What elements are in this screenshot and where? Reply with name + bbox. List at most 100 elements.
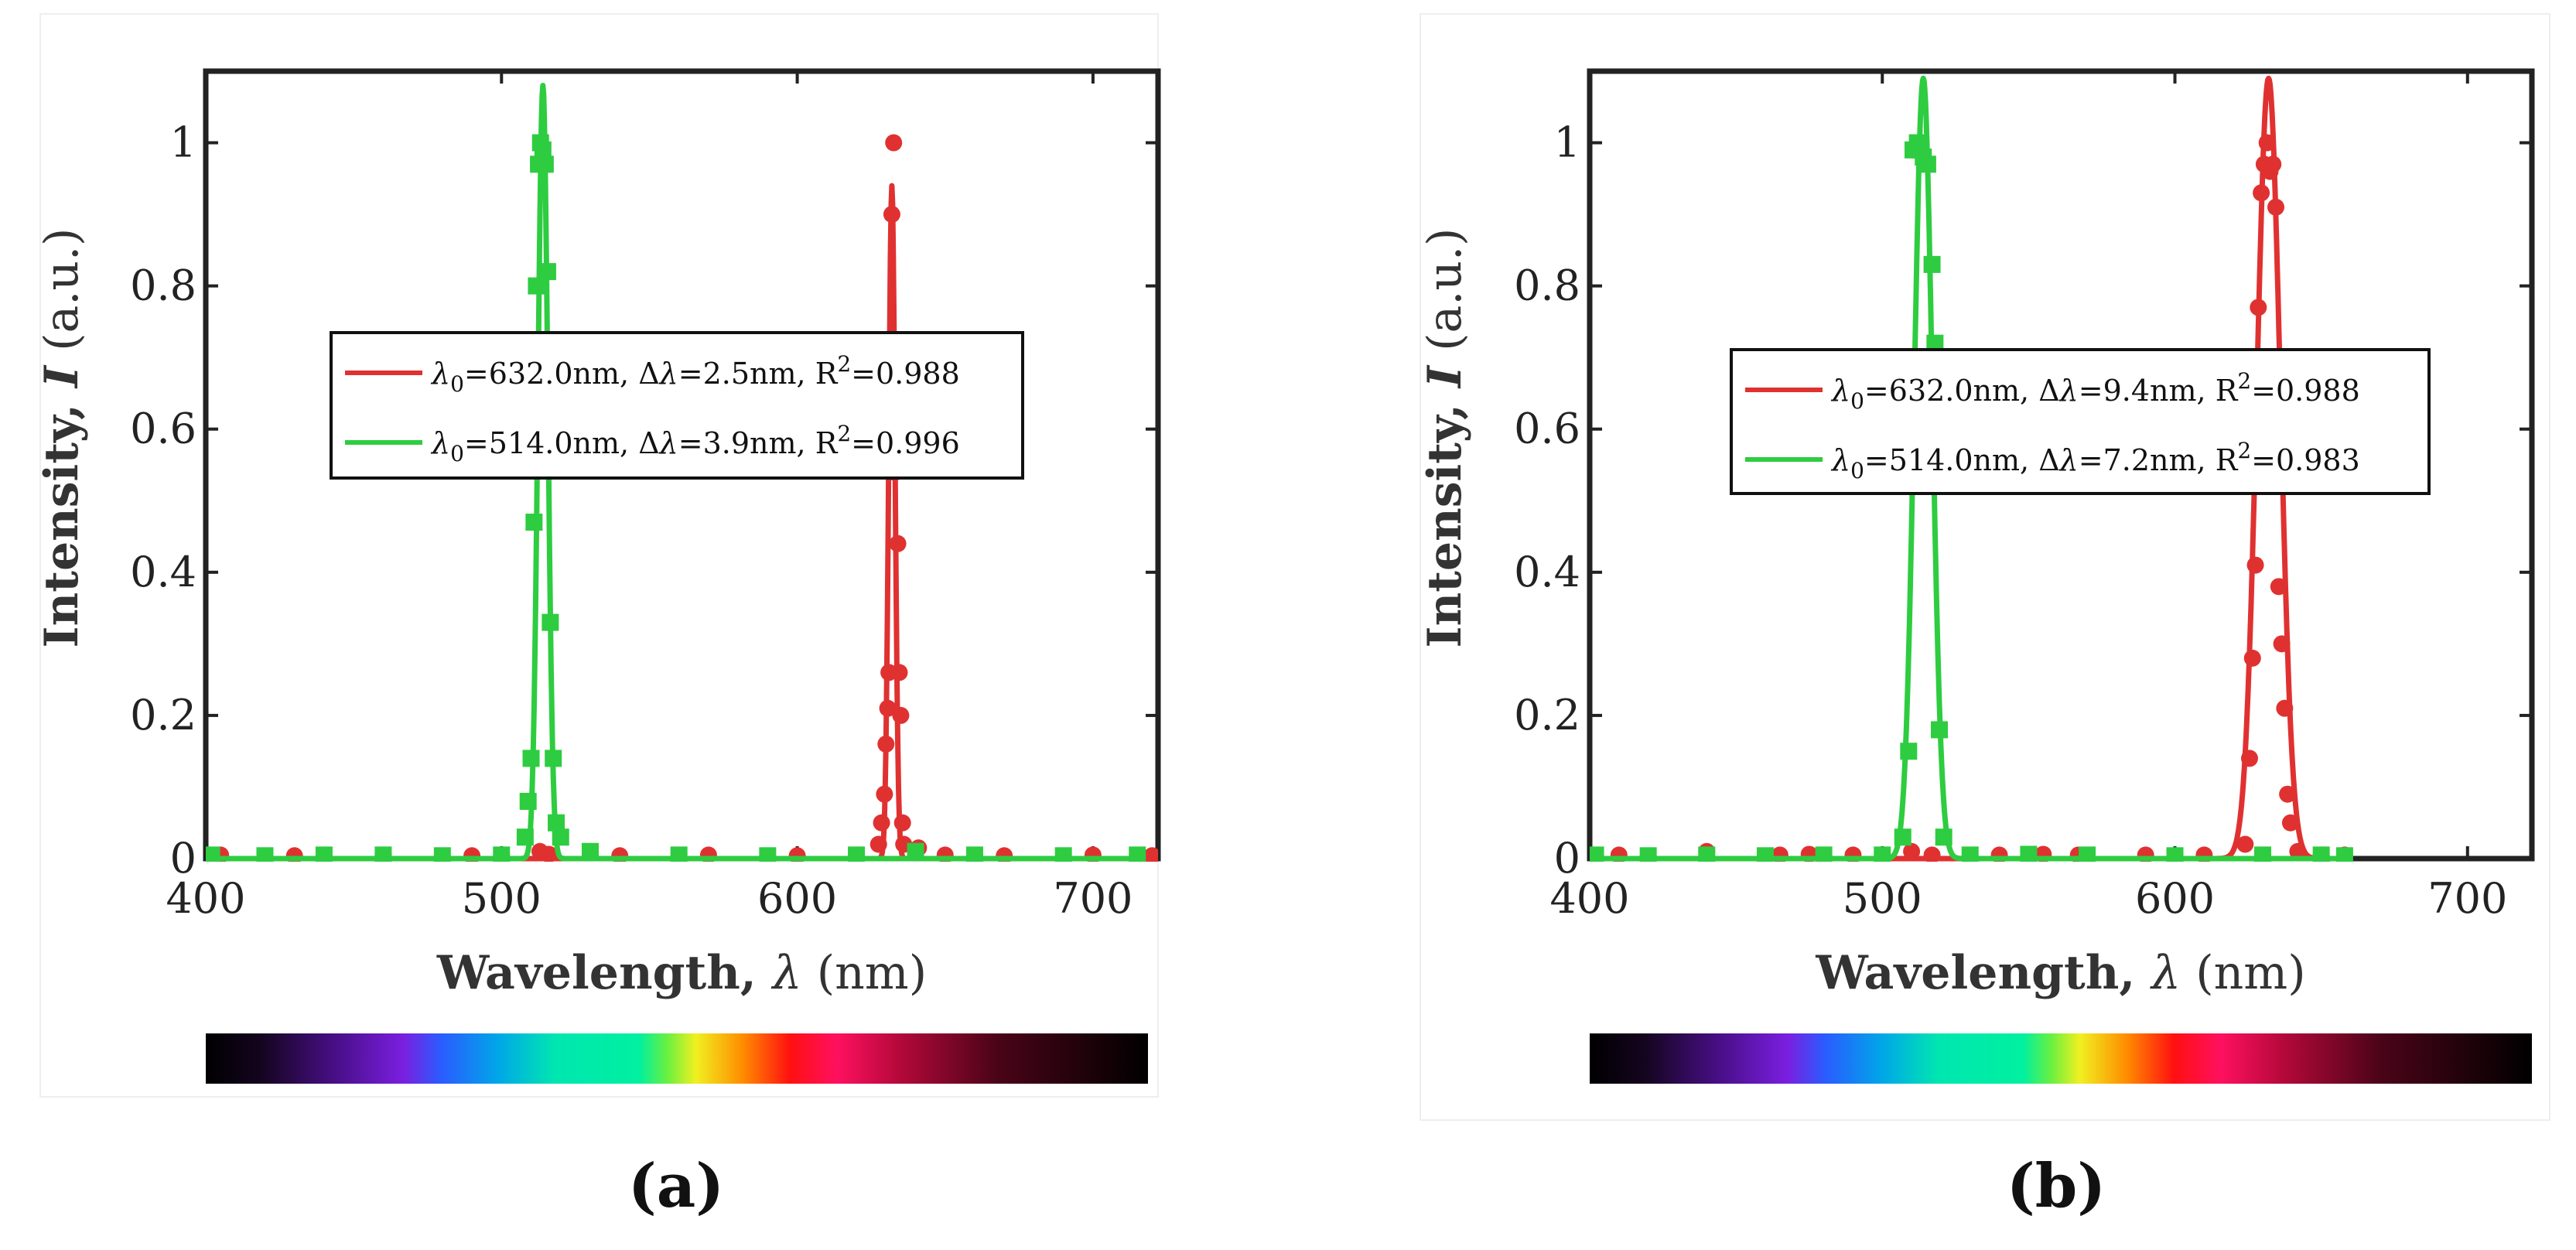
data-point-p0-1-23 [848, 846, 866, 862]
data-point-p1-1-17 [1961, 846, 1979, 862]
data-point-p0-0-22 [892, 706, 910, 724]
data-point-p1-0-19 [2258, 134, 2276, 152]
data-point-p1-0-5 [1903, 842, 1921, 860]
y-axis-title-p0: Intensity, I (a.u.) [35, 228, 89, 648]
data-point-p0-0-6 [611, 847, 629, 862]
legend-entry-p1-1: λ0=514.0nm, Δλ=7.2nm, R2=0.983 [1830, 438, 2360, 483]
data-point-p0-1-7 [519, 792, 537, 810]
data-point-p0-0-17 [883, 206, 900, 224]
data-point-p0-1-19 [552, 828, 569, 846]
series-p0-1 [206, 83, 1146, 862]
y-tick-label-p0-0: 0 [170, 834, 196, 883]
data-point-p1-0-12 [2236, 835, 2254, 853]
x-tick-label-p1-2: 600 [2135, 874, 2215, 923]
y-tick-label-p0-1: 0.2 [130, 691, 196, 739]
x-axis-title-p1: Wavelength, λ (nm) [1815, 946, 2305, 1000]
x-tick-label-p0-3: 700 [1053, 874, 1133, 923]
data-point-p1-1-15 [1931, 721, 1949, 739]
data-point-p0-1-10 [528, 277, 545, 295]
data-point-p1-1-13 [1923, 255, 1941, 273]
data-point-p0-0-12 [876, 785, 893, 803]
data-point-p1-0-25 [2276, 699, 2294, 717]
data-point-p1-0-16 [2250, 299, 2267, 316]
data-point-p1-0-6 [1923, 846, 1941, 862]
data-point-p1-1-16 [1935, 828, 1952, 846]
data-point-p1-1-2 [1698, 846, 1716, 862]
data-point-p0-1-13 [534, 141, 552, 159]
data-point-p1-0-17 [2253, 184, 2270, 202]
plot-a: 400 500 600 700 0 0.2 0.4 0.6 0.8 1 Wavelength, λ … [35, 68, 1161, 1000]
data-point-p0-1-2 [315, 846, 333, 862]
data-point-p0-0-21 [890, 664, 908, 681]
y-tick-label-p1-4: 0.8 [1514, 261, 1580, 310]
caption-a: (a) [628, 1151, 724, 1221]
x-tick-label-p0-1: 500 [462, 874, 542, 923]
y-tick-label-p1-0: 0 [1554, 834, 1580, 883]
data-point-p1-0-28 [2289, 842, 2307, 860]
legend-entry-p0-1: λ0=514.0nm, Δλ=3.9nm, R2=0.996 [430, 421, 960, 466]
data-point-p1-1-20 [2166, 847, 2184, 862]
data-point-p0-0-1 [285, 847, 303, 862]
data-point-p1-1-18 [2020, 845, 2038, 862]
data-point-p0-1-24 [907, 842, 924, 860]
x-tick-label-p1-1: 500 [1843, 874, 1922, 923]
x-tick-label-p0-0: 400 [166, 874, 245, 923]
data-point-p0-0-11 [873, 814, 890, 832]
plot-b: 400 500 600 700 0 0.2 0.4 0.6 0.8 1 Wavelength, λ … [1418, 68, 2535, 1000]
data-point-p0-1-26 [1054, 847, 1072, 862]
data-point-p0-1-14 [536, 155, 554, 173]
caption-b: (b) [2007, 1151, 2106, 1221]
data-point-p1-1-23 [2335, 847, 2353, 862]
data-point-p1-0-26 [2279, 785, 2297, 803]
x-axis-title-p0: Wavelength, λ (nm) [436, 946, 927, 1000]
data-point-p0-1-27 [1129, 846, 1146, 862]
data-point-p1-0-14 [2243, 649, 2261, 667]
legend-entry-p0-0: λ0=632.0nm, Δλ=2.5nm, R2=0.988 [430, 351, 960, 397]
y-tick-label-p1-1: 0.2 [1514, 691, 1580, 739]
legend-p0: λ0=632.0nm, Δλ=2.5nm, R2=0.988 λ0=514.0nm… [330, 331, 1024, 480]
y-tick-label-p0-4: 0.8 [130, 261, 196, 310]
data-point-p1-1-4 [1815, 846, 1833, 862]
y-tick-label-p1-2: 0.4 [1514, 548, 1580, 596]
data-point-p0-1-21 [670, 846, 688, 862]
data-point-p0-0-14 [879, 699, 897, 717]
data-point-p1-0-23 [2270, 578, 2287, 596]
data-point-p0-0-3 [463, 847, 481, 862]
data-point-p0-1-4 [433, 847, 451, 862]
y-tick-label-p1-5: 1 [1554, 118, 1580, 167]
x-tick-label-p1-0: 400 [1549, 874, 1629, 923]
data-point-p1-1-22 [2312, 846, 2330, 862]
data-point-p0-1-25 [965, 846, 983, 862]
data-point-p1-1-5 [1874, 846, 1891, 862]
x-tick-label-p0-2: 600 [757, 874, 837, 923]
data-point-p1-1-7 [1900, 743, 1918, 760]
y-tick-label-p0-3: 0.6 [130, 405, 196, 453]
y-tick-label-p0-2: 0.4 [130, 548, 196, 596]
data-point-p1-0-22 [2267, 198, 2285, 216]
data-point-p1-0-13 [2240, 750, 2258, 767]
data-point-p0-0-10 [869, 835, 887, 853]
data-point-p0-0-27 [996, 847, 1013, 862]
data-point-p1-1-21 [2254, 846, 2271, 862]
data-point-p1-1-1 [1639, 847, 1657, 862]
data-point-p1-0-27 [2281, 814, 2299, 832]
data-point-p0-1-3 [374, 846, 392, 862]
fit-line-p0-0 [218, 183, 1154, 862]
data-point-p1-1-6 [1894, 828, 1912, 846]
data-point-p0-1-5 [493, 846, 511, 862]
panel-b-frame [1420, 13, 2550, 1121]
data-point-p0-0-13 [877, 735, 895, 753]
legend-p1: λ0=632.0nm, Δλ=9.4nm, R2=0.988 λ0=514.0nm… [1730, 348, 2431, 495]
data-point-p1-0-24 [2273, 635, 2291, 653]
data-point-p0-1-20 [581, 842, 599, 860]
series-p1-1 [1590, 75, 2353, 862]
spectrum-bar-b [1590, 1033, 2532, 1084]
legend-box-p1 [1730, 348, 2431, 495]
data-point-p1-1-12 [1918, 155, 1936, 173]
data-point-p0-1-16 [542, 613, 559, 631]
data-point-p0-1-6 [516, 828, 534, 846]
data-point-p1-1-3 [1756, 847, 1774, 862]
y-tick-label-p1-3: 0.6 [1514, 405, 1580, 453]
data-point-p0-1-22 [759, 847, 777, 862]
